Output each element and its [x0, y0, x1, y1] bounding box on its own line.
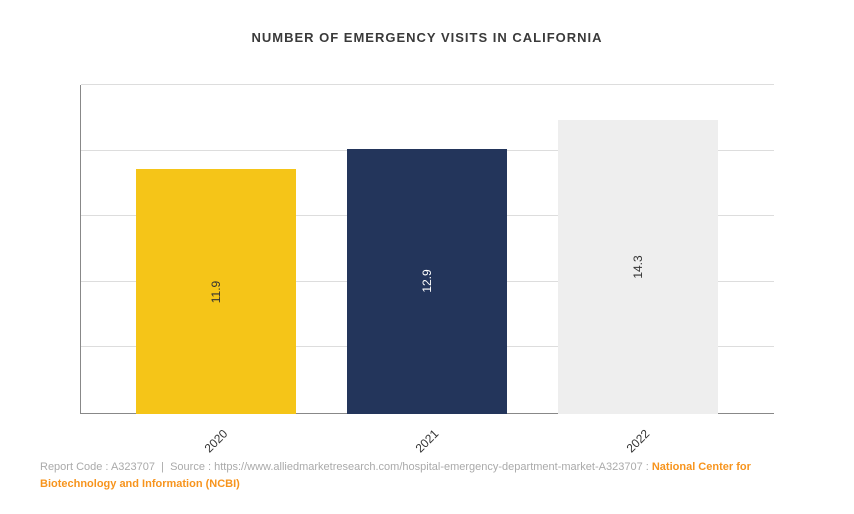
footer: Report Code : A323707 | Source : https:/…: [40, 459, 814, 494]
source-label: Source :: [170, 461, 211, 473]
report-code-value: A323707: [111, 461, 155, 473]
x-axis-label: 2021: [413, 427, 442, 456]
bar-value-label: 14.3: [631, 255, 645, 278]
bars-container: 11.9 2020 12.9 2021 14.3 2022: [80, 85, 774, 414]
bar-value-label: 12.9: [420, 270, 434, 293]
bar-2021: 12.9 2021: [347, 149, 507, 414]
chart-area: 11.9 2020 12.9 2021 14.3 2022: [80, 85, 774, 414]
bar-2020: 11.9 2020: [136, 169, 296, 414]
bar-2022: 14.3 2022: [558, 120, 718, 414]
x-axis-label: 2022: [624, 427, 653, 456]
chart-title: NUMBER OF EMERGENCY VISITS IN CALIFORNIA: [40, 30, 814, 45]
report-code-label: Report Code :: [40, 461, 108, 473]
x-axis-label: 2020: [201, 427, 230, 456]
bar-value-label: 11.9: [209, 280, 223, 302]
source-url: https://www.alliedmarketresearch.com/hos…: [214, 461, 643, 473]
